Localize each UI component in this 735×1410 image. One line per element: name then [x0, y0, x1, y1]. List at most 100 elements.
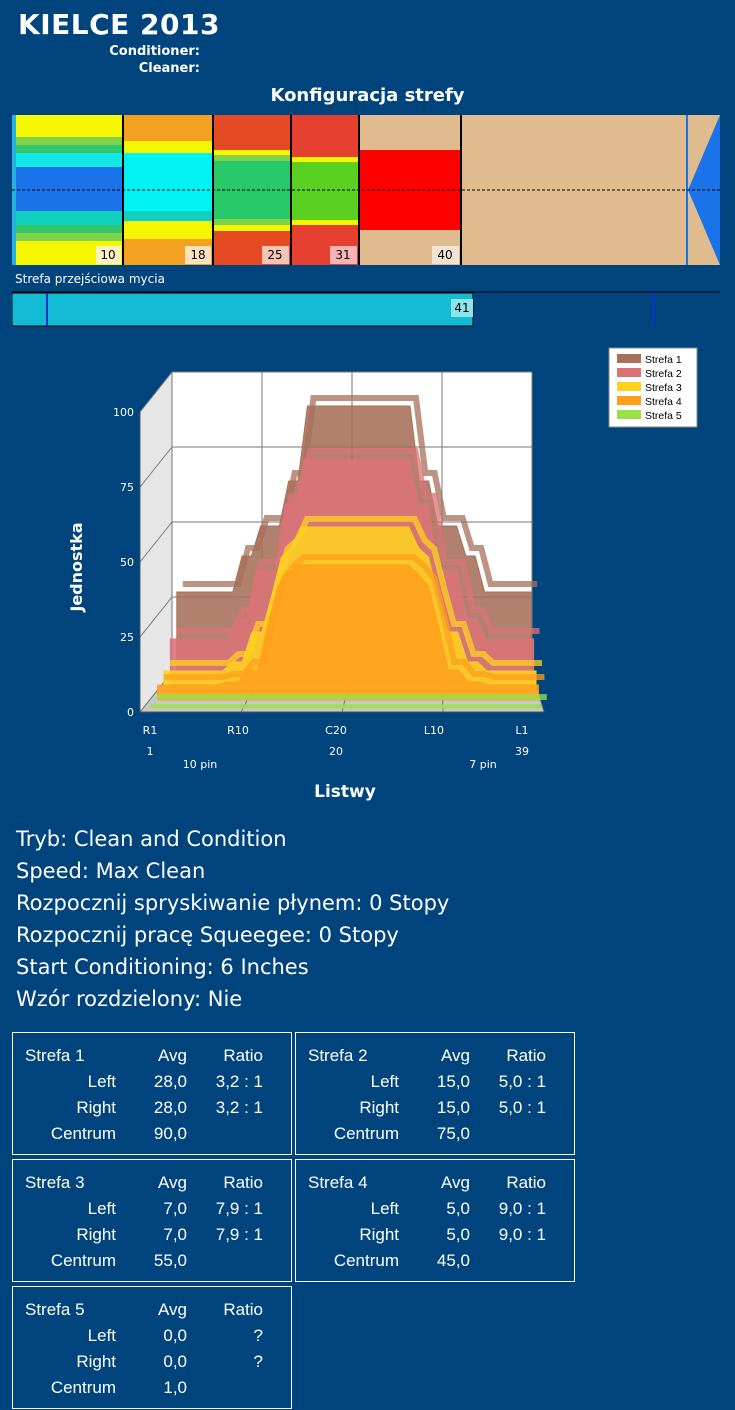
center-avg: 45,0 [436, 1251, 470, 1270]
area-series-4 [157, 554, 545, 701]
ratio-header: Ratio [506, 1046, 546, 1065]
wash-transition-label: Strefa przejściowa mycia [15, 272, 165, 286]
zone-name: Strefa 4 [308, 1173, 368, 1192]
y-axis-ticks: 0 25 50 75 100 [113, 406, 134, 719]
right-avg: 15,0 [436, 1098, 470, 1117]
center-label: Centrum [333, 1124, 399, 1143]
chart-areas [150, 395, 547, 709]
zone-table-5: Strefa 5 Avg Ratio Left 0,0 ? Right 0,0 … [12, 1286, 292, 1409]
y-tick-label: 75 [120, 481, 134, 494]
left-avg: 15,0 [436, 1072, 470, 1091]
x-tick-board: C20 [325, 724, 347, 737]
zone-name: Strefa 5 [25, 1300, 85, 1319]
right-avg: 28,0 [153, 1098, 187, 1117]
left-avg: 7,0 [163, 1199, 187, 1218]
zone-marker-2-text: 18 [190, 248, 205, 262]
right-label: Right [359, 1225, 399, 1244]
left-label: Left [370, 1072, 399, 1091]
avg-header: Avg [158, 1046, 187, 1065]
spray-start-line: Rozpocznij spryskiwanie płynem: 0 Stopy [16, 891, 450, 915]
pin-label-7: 7 pin [469, 758, 497, 771]
x-tick-number: 39 [515, 745, 529, 758]
right-label: Right [359, 1098, 399, 1117]
zone-marker-4: 31 [330, 246, 357, 264]
zone-table-2: Strefa 2 Avg Ratio Left 15,0 5,0 : 1 Rig… [295, 1032, 575, 1155]
zone-config-bar: 10 18 25 31 40 [12, 115, 720, 265]
center-avg: 55,0 [153, 1251, 187, 1270]
right-label: Right [76, 1352, 116, 1371]
zone-table-1: Strefa 1 Avg Ratio Left 28,0 3,2 : 1 Rig… [12, 1032, 292, 1155]
pin-label-7-text: 7 pin [469, 758, 497, 771]
legend-swatch [617, 354, 641, 363]
mode-line: Tryb: Clean and Condition [16, 827, 287, 851]
legend-swatch [617, 368, 641, 377]
left-label: Left [370, 1199, 399, 1218]
zone-name: Strefa 2 [308, 1046, 368, 1065]
y-tick-label: 25 [120, 631, 134, 644]
ratio-header: Ratio [223, 1046, 263, 1065]
zone-marker-1-text: 10 [100, 248, 115, 262]
center-avg: 75,0 [436, 1124, 470, 1143]
legend-label: Strefa 2 [645, 368, 682, 380]
zone-marker-5: 40 [432, 246, 459, 264]
zone-marker-4-text: 31 [335, 248, 350, 262]
cleaner-label: Cleaner: [138, 61, 200, 76]
right-label: Right [76, 1225, 116, 1244]
y-tick-label: 0 [127, 706, 134, 719]
x-tick-board: R1 [143, 724, 158, 737]
x-axis-title: Listwy [314, 782, 376, 802]
x-axis-ticks: R1 R10 C20 L10 L1 1 20 39 [143, 724, 529, 758]
avg-header: Avg [441, 1173, 470, 1192]
left-ratio: 5,0 : 1 [498, 1072, 546, 1091]
x-tick-board: L10 [424, 724, 444, 737]
y-tick-label: 100 [113, 406, 134, 419]
right-avg: 7,0 [163, 1225, 187, 1244]
left-label: Left [87, 1199, 116, 1218]
zone-table-3: Strefa 3 Avg Ratio Left 7,0 7,9 : 1 Righ… [12, 1159, 292, 1282]
legend-label: Strefa 1 [645, 354, 682, 366]
x-tick-number: 1 [147, 745, 154, 758]
zone-marker-3-text: 25 [267, 248, 282, 262]
y-tick-label: 50 [120, 556, 134, 569]
pin-label-10: 10 pin [183, 758, 218, 771]
split-pattern-line: Wzór rozdzielony: Nie [16, 987, 243, 1011]
ratio-header: Ratio [506, 1173, 546, 1192]
conditioner-label: Conditioner: [109, 44, 200, 59]
area-series-5 [150, 694, 547, 709]
left-ratio: 7,9 : 1 [215, 1199, 263, 1218]
left-ratio: 9,0 : 1 [498, 1199, 546, 1218]
legend-swatch [617, 396, 641, 405]
avg-header: Avg [158, 1173, 187, 1192]
zone-table-4: Strefa 4 Avg Ratio Left 5,0 9,0 : 1 Righ… [295, 1159, 575, 1282]
center-label: Centrum [50, 1251, 116, 1270]
center-avg: 90,0 [153, 1124, 187, 1143]
right-label: Right [76, 1098, 116, 1117]
conditioning-start-line: Start Conditioning: 6 Inches [16, 955, 309, 979]
left-label: Left [87, 1326, 116, 1345]
left-avg: 5,0 [446, 1199, 470, 1218]
wash-transition-bar: 41 [12, 291, 720, 327]
avg-header: Avg [158, 1300, 187, 1319]
left-avg: 28,0 [153, 1072, 187, 1091]
pin-label-10-text: 10 pin [183, 758, 218, 771]
squeegee-start-line: Rozpocznij pracę Squeegee: 0 Stopy [16, 923, 399, 947]
legend-label: Strefa 5 [645, 410, 682, 422]
chart-legend: Strefa 1 Strefa 2 Strefa 3 Strefa 4 Strefa 5 [608, 347, 698, 428]
center-label: Centrum [50, 1124, 116, 1143]
right-ratio: 7,9 : 1 [215, 1225, 263, 1244]
y-axis-title: Jednostka [67, 522, 86, 612]
center-avg: 1,0 [163, 1378, 187, 1397]
wash-marker: 41 [451, 299, 473, 317]
zone-marker-2: 18 [185, 246, 211, 264]
zone-name: Strefa 3 [25, 1173, 85, 1192]
right-ratio: 3,2 : 1 [215, 1098, 263, 1117]
left-ratio: 3,2 : 1 [215, 1072, 263, 1091]
x-tick-board: R10 [227, 724, 249, 737]
zone-config-title: Konfiguracja strefy [270, 85, 465, 106]
avg-header: Avg [441, 1046, 470, 1065]
center-label: Centrum [333, 1251, 399, 1270]
x-tick-board: L1 [515, 724, 528, 737]
left-label: Left [87, 1072, 116, 1091]
right-ratio: 5,0 : 1 [498, 1098, 546, 1117]
